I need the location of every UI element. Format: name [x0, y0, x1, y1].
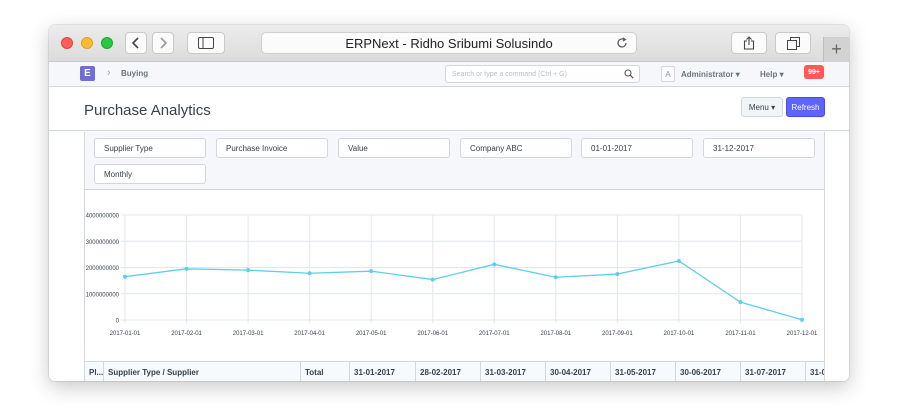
y-tick-label: 4000000000: [86, 214, 120, 220]
user-menu[interactable]: Administrator ▾: [681, 70, 740, 79]
caret-down-icon: ▾: [735, 70, 740, 79]
forward-button[interactable]: [152, 32, 174, 54]
address-bar[interactable]: ERPNext - Ridho Sribumi Solusindo: [261, 32, 637, 54]
data-point: [369, 269, 374, 274]
company-input[interactable]: Company ABC: [460, 138, 572, 158]
purchase-analytics-chart: 0 1000000000 2000000000 3000000000 400000000…: [86, 214, 818, 338]
tree-type-select[interactable]: Supplier Type: [94, 138, 206, 158]
data-point: [307, 271, 312, 276]
table-header-cell[interactable]: Pl...: [85, 362, 104, 381]
data-point: [430, 277, 435, 282]
app-logo[interactable]: E: [80, 66, 95, 81]
tabs-overview-button[interactable]: [775, 32, 811, 54]
data-point: [738, 300, 743, 305]
reload-icon[interactable]: [616, 37, 628, 49]
share-button[interactable]: [731, 32, 767, 54]
x-tick-label: 2017-03-01: [233, 331, 264, 337]
x-tick-label: 2017-06-01: [417, 331, 448, 337]
x-tick-label: 2017-07-01: [479, 331, 510, 337]
series-line: [124, 260, 803, 321]
data-point: [123, 274, 127, 279]
table-header-cell[interactable]: 31-0: [810, 367, 824, 377]
avatar-letter: A: [665, 69, 671, 79]
data-point: [492, 262, 497, 267]
close-window-button[interactable]: [61, 37, 73, 49]
data-point: [246, 268, 251, 273]
x-tick-label: 2017-12-01: [787, 331, 818, 337]
table-header-cell[interactable]: 31-01-2017: [350, 362, 416, 381]
caret-down-icon: ▾: [779, 70, 784, 79]
new-tab-button[interactable]: +: [823, 37, 849, 62]
x-tick-label: 2017-09-01: [602, 331, 633, 337]
help-label: Help: [760, 70, 778, 79]
help-menu[interactable]: Help ▾: [760, 70, 784, 79]
table-header-cell[interactable]: Supplier Type / Supplier: [104, 362, 301, 381]
sidebar-icon: [198, 37, 214, 49]
doc-type-select[interactable]: Purchase Invoice: [216, 138, 328, 158]
chevron-left-icon: [131, 37, 139, 49]
breadcrumb-buying[interactable]: Buying: [121, 69, 149, 78]
y-tick-label: 1000000000: [86, 292, 120, 298]
table-header-cell[interactable]: 30-06-2017: [676, 362, 741, 381]
page-head: Purchase Analytics Menu ▾ Refresh: [49, 87, 849, 131]
page-title: Purchase Analytics: [84, 102, 211, 119]
search-placeholder: Search or type a command (Ctrl + G): [452, 70, 567, 78]
table-header-cell[interactable]: 31-05-2017: [611, 362, 676, 381]
y-tick-label: 3000000000: [86, 240, 120, 246]
report-table-header: Pl... Supplier Type / Supplier Total 31-…: [85, 361, 824, 381]
y-tick-label: 0: [116, 319, 120, 325]
range-select[interactable]: Monthly: [94, 164, 206, 184]
data-point: [615, 272, 620, 277]
report-content: Supplier Type Purchase Invoice Value Com…: [84, 132, 825, 381]
x-tick-label: 2017-02-01: [171, 331, 202, 337]
caret-down-icon: ▾: [771, 102, 776, 112]
browser-window: ERPNext - Ridho Sribumi Solusindo + E › …: [49, 25, 849, 381]
from-date-input[interactable]: 01-01-2017: [581, 138, 693, 158]
x-tick-label: 2017-11-01: [725, 331, 756, 337]
x-tick-label: 2017-01-01: [110, 331, 141, 337]
back-button[interactable]: [125, 32, 147, 54]
refresh-button[interactable]: Refresh: [786, 97, 825, 117]
to-date-input[interactable]: 31-12-2017: [703, 138, 815, 158]
share-icon: [743, 36, 755, 50]
zoom-window-button[interactable]: [101, 37, 113, 49]
tabs-icon: [786, 36, 800, 50]
browser-titlebar: ERPNext - Ridho Sribumi Solusindo +: [49, 25, 849, 62]
app-navbar: E › Buying Search or type a command (Ctr…: [49, 62, 849, 87]
value-quantity-select[interactable]: Value: [338, 138, 450, 158]
table-header-cell[interactable]: Total: [301, 362, 350, 381]
x-tick-label: 2017-08-01: [540, 331, 571, 337]
filter-area: Supplier Type Purchase Invoice Value Com…: [85, 132, 824, 190]
table-header-cell[interactable]: 30-04-2017: [546, 362, 611, 381]
x-tick-label: 2017-05-01: [356, 331, 387, 337]
search-icon: [624, 69, 634, 79]
logo-letter: E: [84, 68, 91, 79]
x-tick-label: 2017-04-01: [294, 331, 325, 337]
awesome-bar-search-input[interactable]: Search or type a command (Ctrl + G): [445, 65, 640, 83]
chevron-right-icon: ›: [107, 67, 111, 79]
table-header-cell[interactable]: 31-03-2017: [481, 362, 546, 381]
data-point: [184, 266, 189, 271]
data-point: [553, 275, 558, 280]
data-point: [800, 317, 804, 322]
table-header-cell[interactable]: 31-07-2017: [741, 362, 806, 381]
address-text: ERPNext - Ridho Sribumi Solusindo: [345, 35, 553, 51]
table-header-cell[interactable]: 28-02-2017: [416, 362, 481, 381]
chevron-right-icon: [160, 37, 168, 49]
avatar[interactable]: A: [661, 66, 675, 82]
user-name: Administrator: [681, 70, 734, 79]
menu-label: Menu: [748, 102, 769, 112]
sidebar-toggle-button[interactable]: [187, 32, 225, 54]
menu-button[interactable]: Menu ▾: [741, 97, 783, 117]
y-tick-label: 2000000000: [86, 266, 120, 272]
data-point: [676, 258, 681, 263]
x-tick-label: 2017-10-01: [664, 331, 695, 337]
notifications-badge[interactable]: 99+: [804, 65, 824, 79]
minimize-window-button[interactable]: [81, 37, 93, 49]
plus-icon: +: [831, 39, 842, 59]
